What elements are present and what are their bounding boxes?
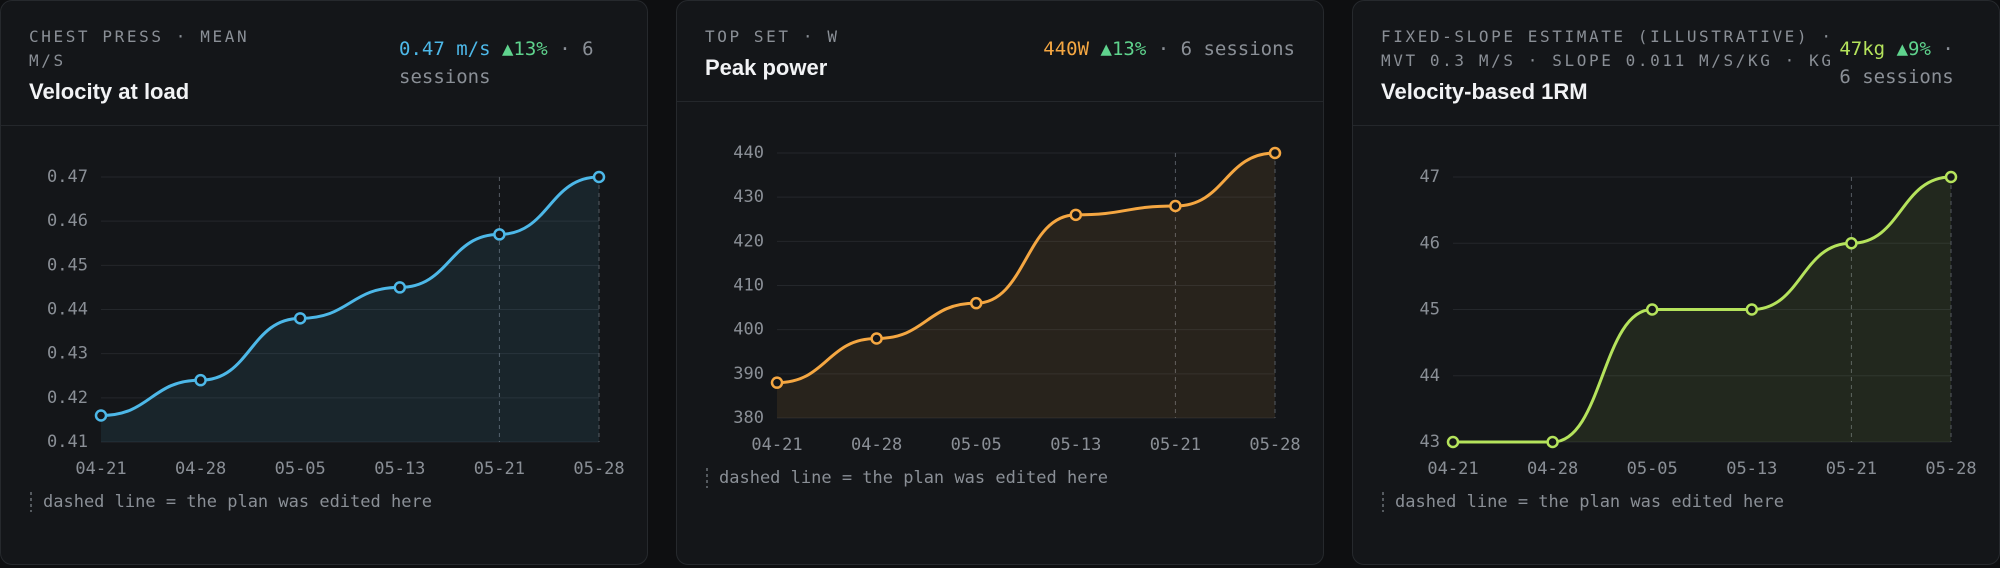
stat: 47kg <box>1839 38 1886 60</box>
point <box>1845 237 1858 250</box>
point <box>770 376 784 389</box>
dash-icon <box>706 468 708 488</box>
x-tick-label: 04-21 <box>1427 459 1478 479</box>
x-tick-label: 05-13 <box>1726 459 1777 479</box>
point <box>870 332 883 345</box>
chart-card: CHEST PRESS · MEAN M/S Velocity at load 0.… <box>0 0 648 565</box>
x-tick-label: 05-21 <box>1150 435 1201 455</box>
kicker: FIXED-SLOPE ESTIMATE (ILLUSTRATIVE) · MV… <box>1381 27 1834 70</box>
chart-title: Peak power <box>705 55 828 80</box>
x-tick-label: 04-28 <box>1527 459 1578 479</box>
y-tick-label: 400 <box>733 320 764 340</box>
line <box>776 151 1276 385</box>
chart-card: TOP SET · W Peak power 440W ▲13% · 6 sessi… <box>676 0 1324 565</box>
chart: 380 390 400 410 420 430 440 04-21 04-28 05-05 05-1… <box>733 143 1300 455</box>
y-tick-label: 420 <box>733 231 764 251</box>
y-tick-label: 410 <box>733 276 764 296</box>
header-left: TOP SET · W Peak power <box>705 25 840 81</box>
dash-icon <box>30 492 32 512</box>
point <box>393 281 407 294</box>
area <box>101 177 599 442</box>
kicker: TOP SET · W <box>705 27 840 46</box>
chart-title: Velocity at load <box>29 79 190 104</box>
point <box>1069 208 1083 222</box>
point <box>1546 435 1559 449</box>
card-header: TOP SET · W Peak power 440W ▲13% · 6 sessi… <box>677 1 1323 102</box>
x-tick-label: 04-21 <box>75 459 126 479</box>
x-tick-label: 05-05 <box>951 435 1002 455</box>
point <box>969 296 983 310</box>
x-tick-label: 05-21 <box>474 459 525 479</box>
y-tick-label: 430 <box>733 187 764 207</box>
line <box>100 175 600 417</box>
sessions: · 6 sessions <box>1157 38 1295 60</box>
y-tick-label: 0.47 <box>47 167 88 187</box>
sessions: · 6 sessions <box>399 38 594 88</box>
chart: 0.41 0.42 0.43 0.44 0.45 0.46 0.47 04-21 04-28 05… <box>47 167 625 479</box>
y-tick-label: 0.44 <box>47 300 88 320</box>
stat: 440W <box>1043 38 1090 60</box>
summary: 440W ▲13% · 6 sessions <box>1043 35 1295 81</box>
y-tick-label: 0.42 <box>47 388 88 408</box>
x-tick-label: 05-28 <box>1249 435 1300 455</box>
point <box>94 409 108 422</box>
point <box>1944 170 1958 184</box>
point <box>1268 146 1282 160</box>
point <box>194 373 207 387</box>
point <box>1645 303 1659 316</box>
card-header: FIXED-SLOPE ESTIMATE (ILLUSTRATIVE) · MV… <box>1353 1 1999 126</box>
point <box>493 228 506 241</box>
y-tick-label: 44 <box>1420 366 1440 386</box>
y-tick-label: 43 <box>1420 432 1440 452</box>
x-tick-label: 05-05 <box>1627 459 1678 479</box>
sessions: · 6 sessions <box>1839 38 1954 88</box>
annotation: dashed line = the plan was edited here <box>719 468 1108 488</box>
footnote: dashed line = the plan was edited here <box>677 468 1323 488</box>
change: ▲13% <box>1100 38 1147 60</box>
change: ▲9% <box>1896 38 1931 60</box>
annotation: dashed line = the plan was edited here <box>43 492 432 512</box>
y-tick-label: 0.43 <box>47 344 88 364</box>
kicker: CHEST PRESS · MEAN M/S <box>29 27 250 70</box>
y-tick-label: 390 <box>733 364 764 384</box>
annotation: dashed line = the plan was edited here <box>1395 492 1784 512</box>
x-tick-label: 04-21 <box>751 435 802 455</box>
stat: 0.47 m/s <box>399 38 491 60</box>
chart-card: FIXED-SLOPE ESTIMATE (ILLUSTRATIVE) · MV… <box>1352 0 2000 565</box>
point <box>592 170 606 184</box>
point <box>293 312 307 325</box>
dash-icon <box>1382 492 1384 512</box>
point <box>1169 199 1182 213</box>
chart-title: Velocity-based 1RM <box>1381 79 1588 104</box>
x-tick-label: 05-13 <box>374 459 425 479</box>
header-left: FIXED-SLOPE ESTIMATE (ILLUSTRATIVE) · MV… <box>1381 25 1839 105</box>
x-tick-label: 04-28 <box>175 459 226 479</box>
chart: 43 44 45 46 47 04-21 04-28 05-05 05-13 05-21 05-28 <box>1420 167 1977 479</box>
y-tick-label: 0.41 <box>47 432 88 452</box>
x-tick-label: 05-13 <box>1050 435 1101 455</box>
change: ▲13% <box>501 38 548 60</box>
x-tick-label: 05-21 <box>1826 459 1877 479</box>
y-tick-label: 0.46 <box>47 211 88 231</box>
summary: 47kg ▲9% · 6 sessions <box>1839 35 1971 105</box>
footnote: dashed line = the plan was edited here <box>1353 492 1999 512</box>
x-tick-label: 05-28 <box>573 459 624 479</box>
summary: 0.47 m/s ▲13% · 6 sessions <box>399 35 619 105</box>
x-tick-label: 05-28 <box>1925 459 1976 479</box>
area <box>777 153 1275 418</box>
y-tick-label: 0.45 <box>47 255 88 275</box>
point <box>1446 435 1460 449</box>
card-header: CHEST PRESS · MEAN M/S Velocity at load 0.… <box>1 1 647 126</box>
header-left: CHEST PRESS · MEAN M/S Velocity at load <box>29 25 269 105</box>
y-tick-label: 440 <box>733 143 764 163</box>
footnote: dashed line = the plan was edited here <box>1 492 647 512</box>
y-tick-label: 47 <box>1420 167 1440 187</box>
y-tick-label: 46 <box>1420 233 1440 253</box>
y-tick-label: 380 <box>733 408 764 428</box>
x-tick-label: 05-05 <box>275 459 326 479</box>
y-tick-label: 45 <box>1420 300 1440 320</box>
x-tick-label: 04-28 <box>851 435 902 455</box>
point <box>1745 303 1759 316</box>
